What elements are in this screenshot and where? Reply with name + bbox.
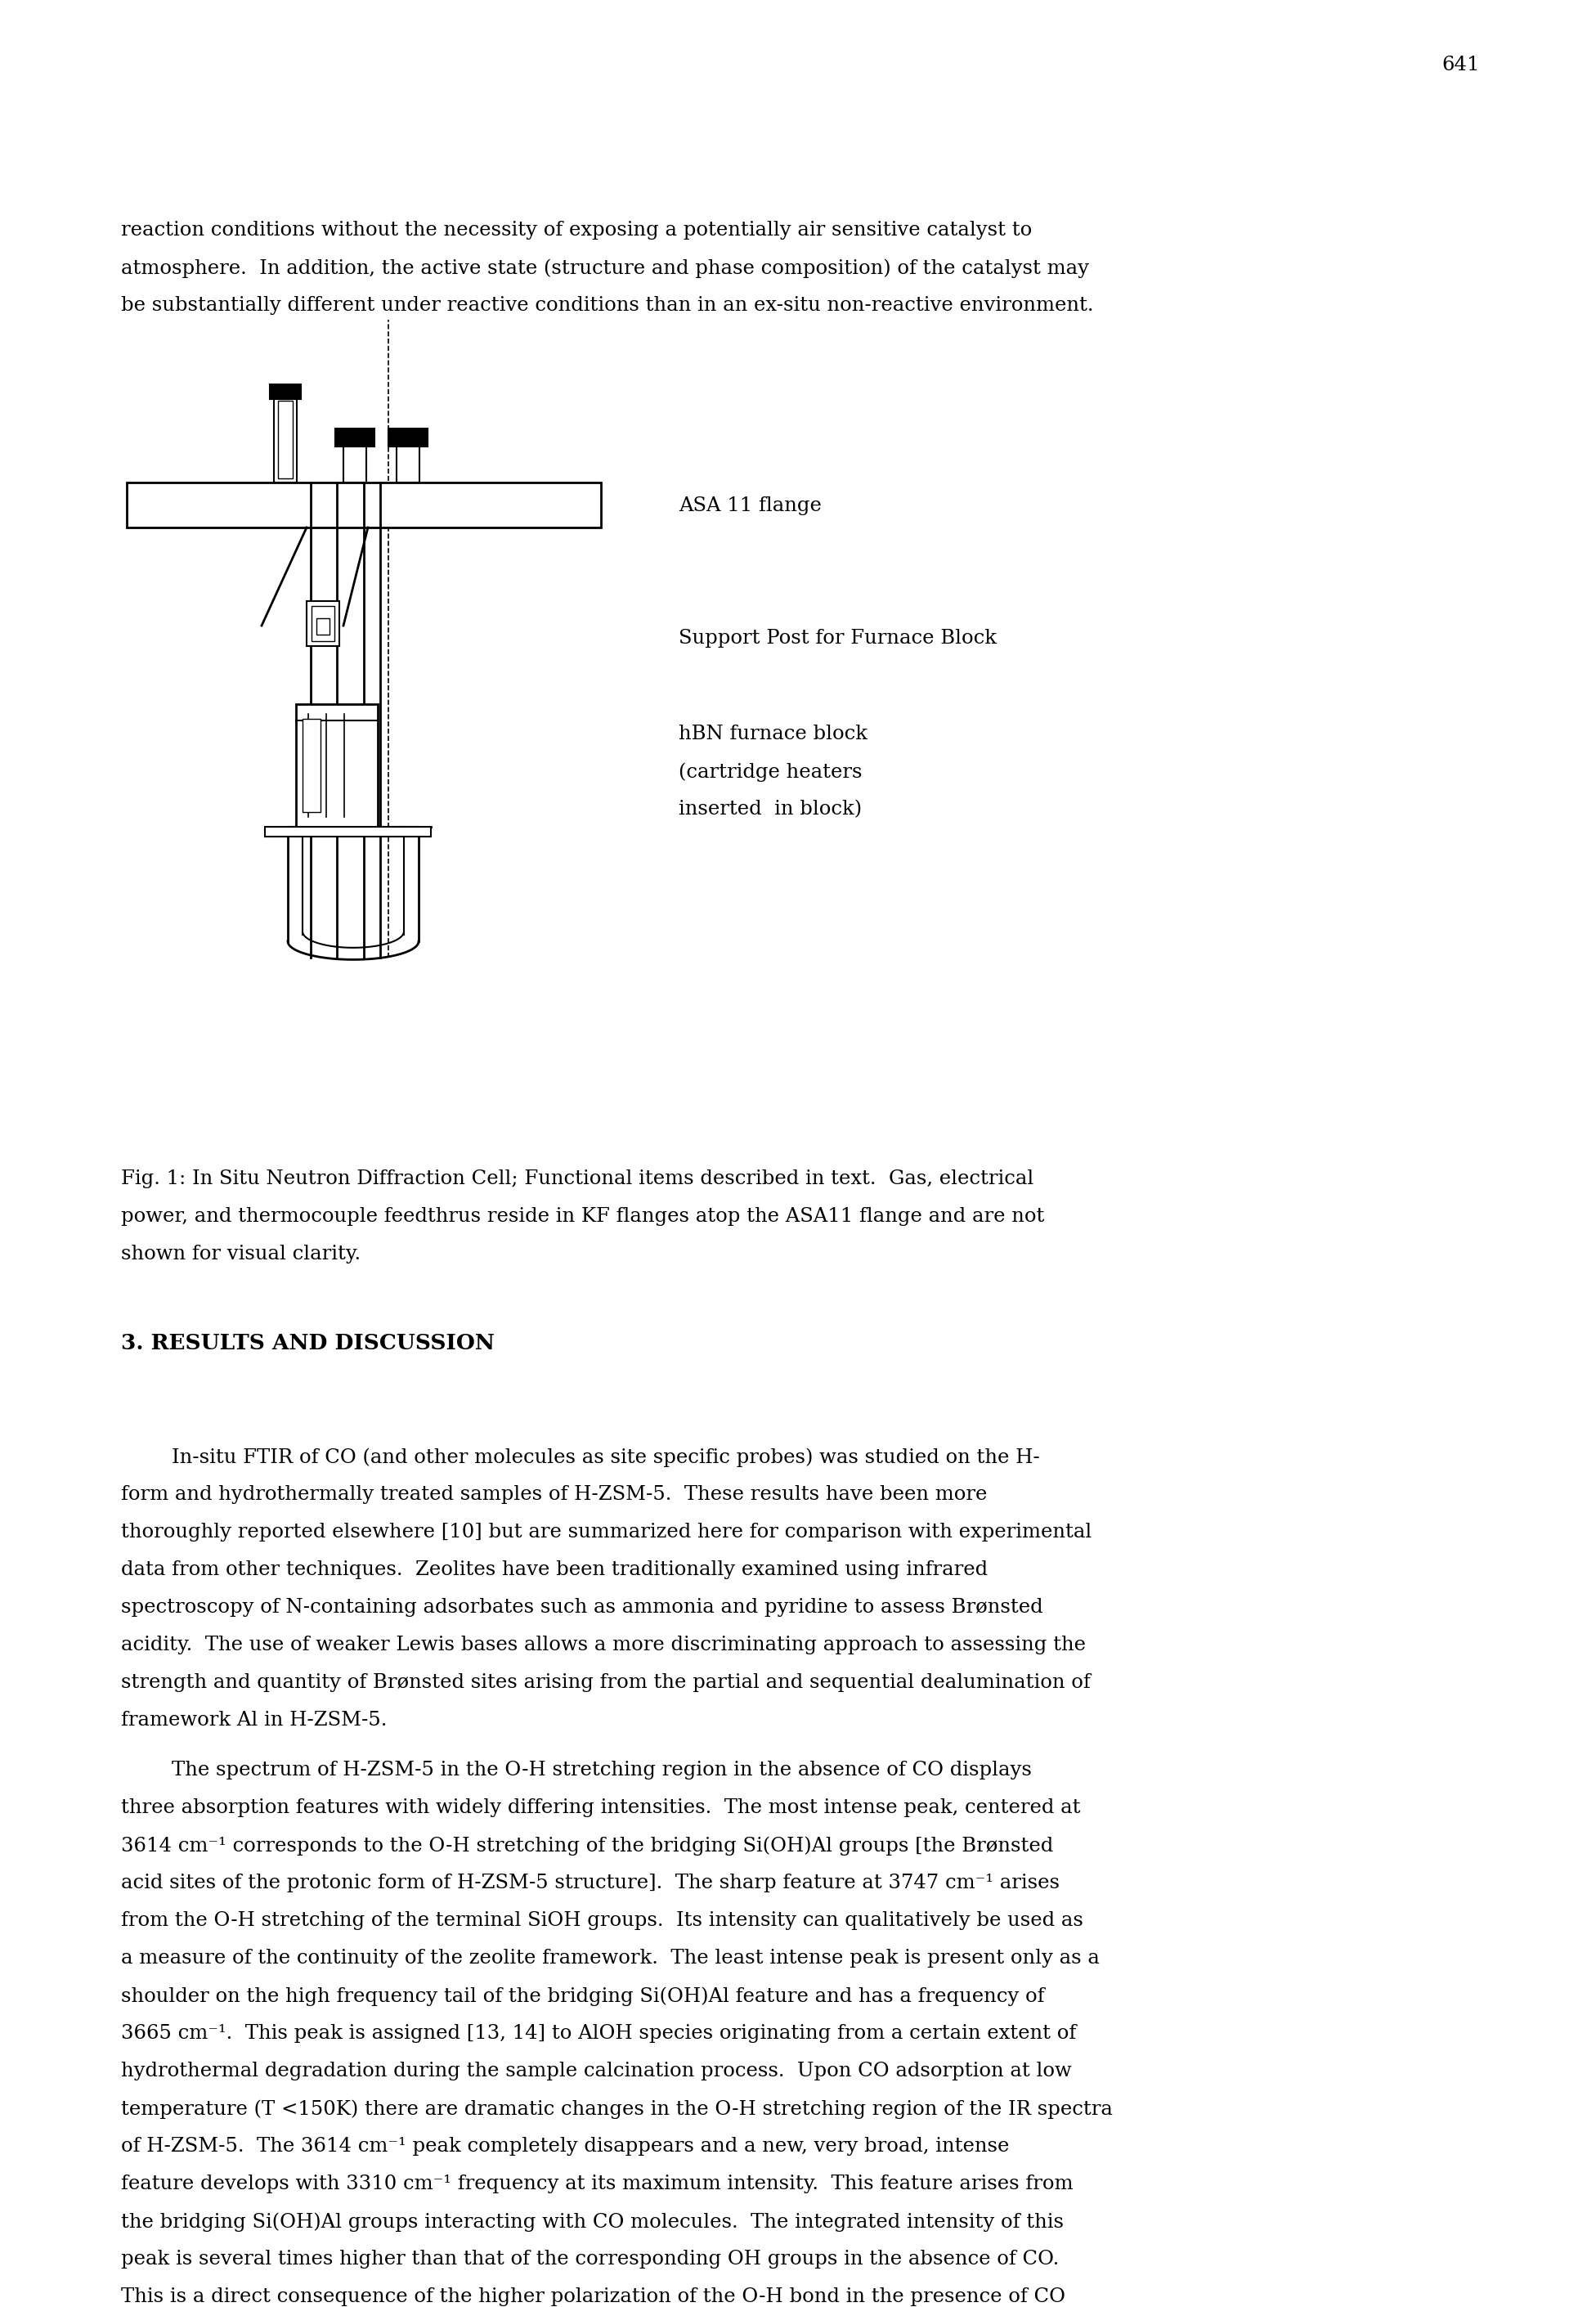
Bar — [335, 429, 375, 448]
Text: (cartridge heaters: (cartridge heaters — [678, 761, 862, 782]
Text: data from other techniques.  Zeolites have been traditionally examined using inf: data from other techniques. Zeolites hav… — [121, 1560, 988, 1580]
Bar — [275, 392, 297, 482]
Text: peak is several times higher than that of the corresponding OH groups in the abs: peak is several times higher than that o… — [121, 2249, 1060, 2268]
Text: a measure of the continuity of the zeolite framework.  The least intense peak is: a measure of the continuity of the zeoli… — [121, 1949, 1100, 1968]
Bar — [278, 401, 292, 478]
Text: form and hydrothermally treated samples of H-ZSM-5.  These results have been mor: form and hydrothermally treated samples … — [121, 1486, 988, 1504]
Text: hBN furnace block: hBN furnace block — [678, 724, 868, 743]
Text: shoulder on the high frequency tail of the bridging Si(OH)Al feature and has a f: shoulder on the high frequency tail of t… — [121, 1986, 1044, 2005]
Text: acid sites of the protonic form of H-ZSM-5 structure].  The sharp feature at 374: acid sites of the protonic form of H-ZSM… — [121, 1873, 1060, 1892]
Text: This is a direct consequence of the higher polarization of the O-H bond in the p: This is a direct consequence of the high… — [121, 2286, 1066, 2307]
Text: Support Post for Furnace Block: Support Post for Furnace Block — [678, 630, 996, 648]
Text: atmosphere.  In addition, the active state (structure and phase composition) of : atmosphere. In addition, the active stat… — [121, 258, 1088, 277]
Bar — [126, 482, 602, 528]
Text: shown for visual clarity.: shown for visual clarity. — [121, 1246, 361, 1264]
Text: The spectrum of H-ZSM-5 in the O-H stretching region in the absence of CO displa: The spectrum of H-ZSM-5 in the O-H stret… — [121, 1760, 1031, 1779]
Bar — [343, 441, 367, 482]
Text: reaction conditions without the necessity of exposing a potentially air sensitiv: reaction conditions without the necessit… — [121, 221, 1033, 240]
Text: thoroughly reported elsewhere [10] but are summarized here for comparison with e: thoroughly reported elsewhere [10] but a… — [121, 1523, 1092, 1541]
Text: 641: 641 — [1441, 55, 1479, 74]
Bar — [396, 441, 420, 482]
Bar — [265, 826, 431, 837]
Text: 3665 cm⁻¹.  This peak is assigned [13, 14] to AlOH species originating from a ce: 3665 cm⁻¹. This peak is assigned [13, 14… — [121, 2023, 1076, 2044]
Text: In-situ FTIR of CO (and other molecules as site specific probes) was studied on : In-situ FTIR of CO (and other molecules … — [121, 1446, 1041, 1467]
Text: ASA 11 flange: ASA 11 flange — [678, 496, 822, 514]
Bar — [316, 618, 329, 634]
Bar — [295, 704, 378, 826]
Text: Fig. 1: In Situ Neutron Diffraction Cell; Functional items described in text.  G: Fig. 1: In Situ Neutron Diffraction Cell… — [121, 1170, 1034, 1188]
Bar — [270, 385, 302, 399]
Text: feature develops with 3310 cm⁻¹ frequency at its maximum intensity.  This featur: feature develops with 3310 cm⁻¹ frequenc… — [121, 2176, 1073, 2194]
Text: the bridging Si(OH)Al groups interacting with CO molecules.  The integrated inte: the bridging Si(OH)Al groups interacting… — [121, 2212, 1063, 2231]
Text: be substantially different under reactive conditions than in an ex-situ non-reac: be substantially different under reactiv… — [121, 295, 1093, 314]
Text: hydrothermal degradation during the sample calcination process.  Upon CO adsorpt: hydrothermal degradation during the samp… — [121, 2062, 1071, 2081]
Bar — [303, 720, 321, 812]
Text: three absorption features with widely differing intensities.  The most intense p: three absorption features with widely di… — [121, 1799, 1080, 1818]
Text: acidity.  The use of weaker Lewis bases allows a more discriminating approach to: acidity. The use of weaker Lewis bases a… — [121, 1636, 1085, 1654]
Text: inserted  in block): inserted in block) — [678, 801, 862, 819]
Bar — [306, 602, 340, 646]
Text: framework Al in H-ZSM-5.: framework Al in H-ZSM-5. — [121, 1712, 388, 1730]
Text: 3. RESULTS AND DISCUSSION: 3. RESULTS AND DISCUSSION — [121, 1333, 495, 1354]
Text: 3614 cm⁻¹ corresponds to the O-H stretching of the bridging Si(OH)Al groups [the: 3614 cm⁻¹ corresponds to the O-H stretch… — [121, 1836, 1053, 1855]
Text: temperature (T <150K) there are dramatic changes in the O-H stretching region of: temperature (T <150K) there are dramatic… — [121, 2099, 1112, 2118]
Text: power, and thermocouple feedthrus reside in KF flanges atop the ASA11 flange and: power, and thermocouple feedthrus reside… — [121, 1207, 1044, 1225]
Text: spectroscopy of N-containing adsorbates such as ammonia and pyridine to assess B: spectroscopy of N-containing adsorbates … — [121, 1599, 1042, 1617]
Text: strength and quantity of Brønsted sites arising from the partial and sequential : strength and quantity of Brønsted sites … — [121, 1673, 1090, 1691]
Text: from the O-H stretching of the terminal SiOH groups.  Its intensity can qualitat: from the O-H stretching of the terminal … — [121, 1910, 1084, 1931]
Bar — [311, 607, 335, 641]
Bar — [388, 429, 428, 448]
Text: of H-ZSM-5.  The 3614 cm⁻¹ peak completely disappears and a new, very broad, int: of H-ZSM-5. The 3614 cm⁻¹ peak completel… — [121, 2136, 1009, 2155]
